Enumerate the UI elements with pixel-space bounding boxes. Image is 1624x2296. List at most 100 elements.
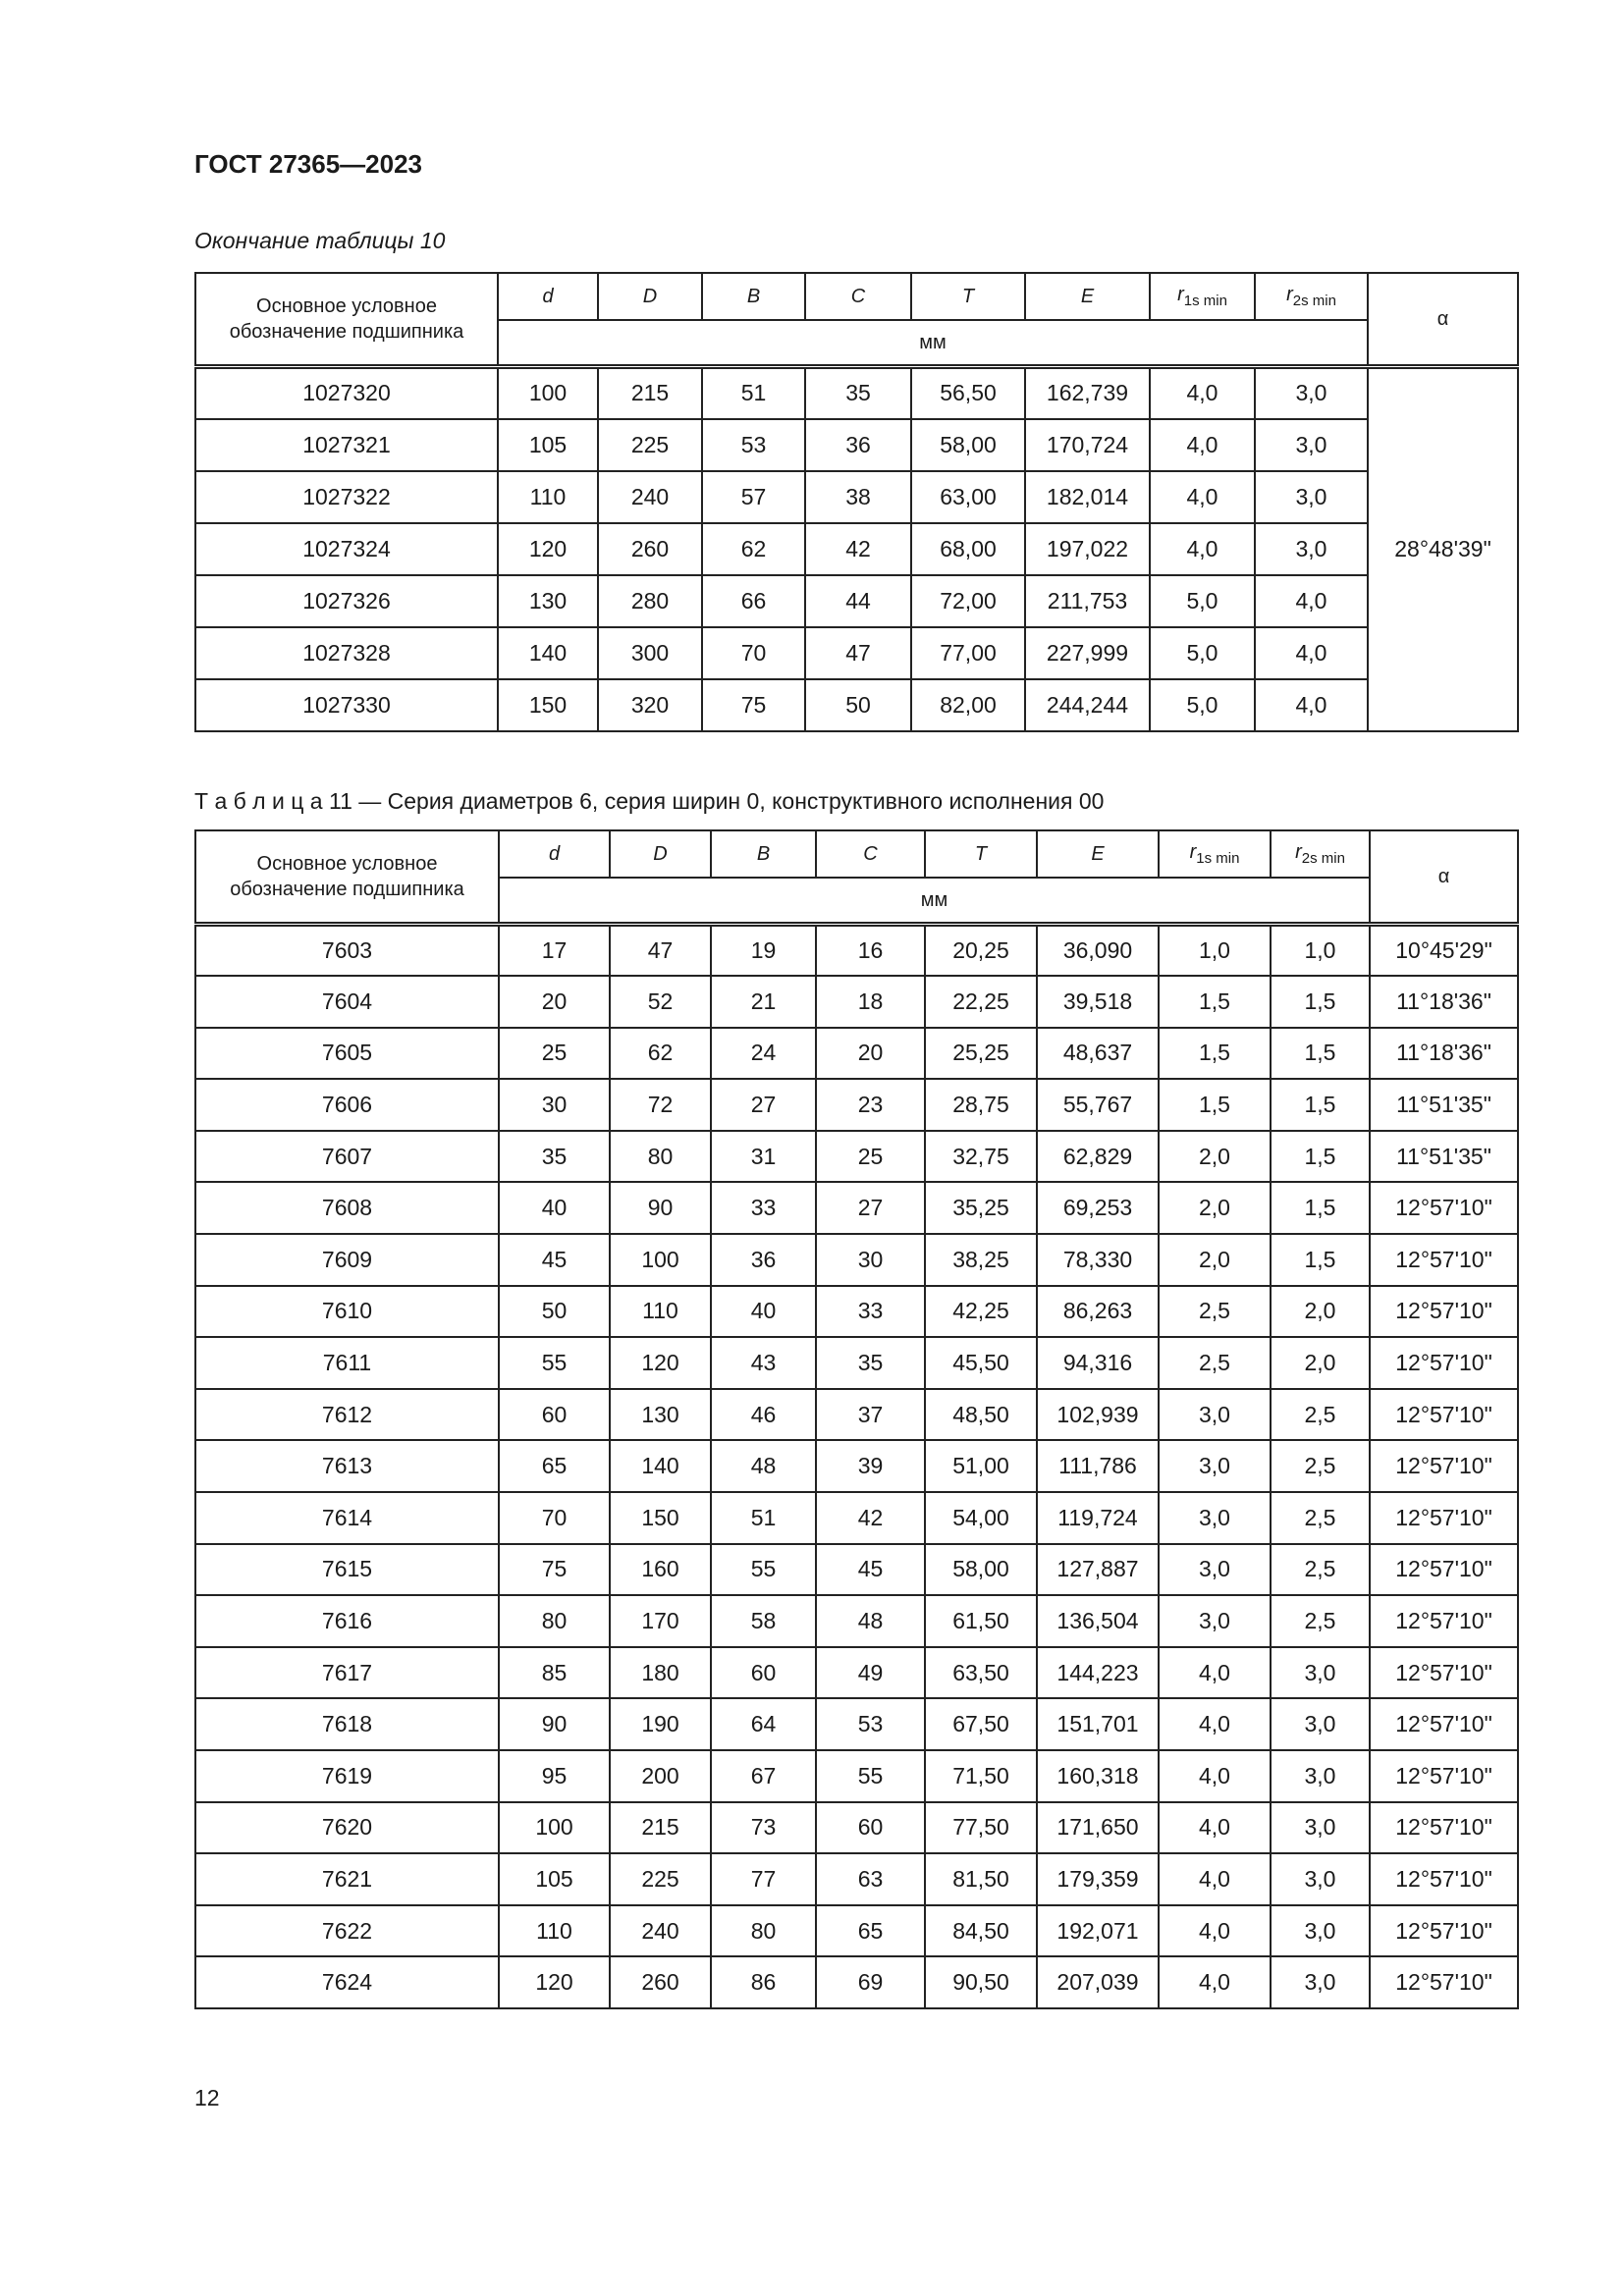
value-cell: 69: [815, 1955, 926, 2009]
value-cell: 20: [498, 975, 611, 1029]
value-cell: 55: [498, 1336, 611, 1390]
value-cell: 4,0: [1158, 1903, 1272, 1958]
designation-cell: 7607: [194, 1129, 500, 1184]
value-cell: 2,0: [1158, 1129, 1272, 1184]
value-cell: 69,253: [1036, 1181, 1160, 1236]
symbol-subscript: 1s min: [1183, 293, 1227, 309]
value-cell: 20,25: [924, 922, 1038, 978]
value-cell: 54,00: [924, 1491, 1038, 1545]
value-cell: 21: [710, 975, 817, 1029]
designation-cell: 7620: [194, 1800, 500, 1855]
value-cell: 102,939: [1036, 1387, 1160, 1442]
units-header: мм: [498, 877, 1371, 926]
value-cell: 45: [498, 1233, 611, 1287]
value-cell: 58,00: [910, 417, 1026, 472]
designation-cell: 7605: [194, 1026, 500, 1081]
value-cell: 19: [710, 922, 817, 978]
symbol: C: [850, 285, 866, 307]
symbol: d: [548, 842, 561, 865]
value-cell: 60: [498, 1387, 611, 1442]
value-cell: 63,50: [924, 1645, 1038, 1700]
value-cell: 75: [701, 677, 806, 732]
value-cell: 47: [804, 625, 912, 680]
value-cell: 1,0: [1270, 922, 1371, 978]
value-cell: 20: [815, 1026, 926, 1081]
value-cell: 94,316: [1036, 1336, 1160, 1390]
table-row: 7621 105 225 77 63 81,50 179,359 4,0 3,0 12°57'10…: [194, 1852, 1519, 1906]
value-cell: 50: [498, 1284, 611, 1339]
value-cell: 111,786: [1036, 1439, 1160, 1494]
symbol-subscript: 2s min: [1301, 850, 1345, 867]
table-row: 7605 25 62 24 20 25,25 48,637 1,5 1,5 11°18'36": [194, 1026, 1519, 1081]
value-cell: 78,330: [1036, 1233, 1160, 1287]
table-row: 7619 95 200 67 55 71,50 160,318 4,0 3,0 12°57'10": [194, 1749, 1519, 1803]
designation-cell: 7624: [194, 1955, 500, 2009]
value-cell: 3,0: [1270, 1645, 1371, 1700]
value-cell: 2,5: [1270, 1439, 1371, 1494]
value-cell: 1,5: [1270, 1233, 1371, 1287]
value-cell: 35: [815, 1336, 926, 1390]
value-cell: 12°57'10": [1369, 1800, 1519, 1855]
designation-cell: 7615: [194, 1542, 500, 1597]
value-cell: 73: [710, 1800, 817, 1855]
column-header-r-1: r1s min: [1158, 829, 1272, 879]
value-cell: 110: [497, 469, 599, 524]
value-cell: 38: [804, 469, 912, 524]
value-cell: 110: [498, 1903, 611, 1958]
table-row: 7620 100 215 73 60 77,50 171,650 4,0 3,0 12°57'10…: [194, 1800, 1519, 1855]
value-cell: 28,75: [924, 1078, 1038, 1132]
value-cell: 215: [609, 1800, 712, 1855]
value-cell: 44: [804, 573, 912, 628]
value-cell: 110: [609, 1284, 712, 1339]
designation-cell: 7616: [194, 1594, 500, 1648]
designation-cell: 1027326: [194, 573, 499, 628]
value-cell: 42: [804, 521, 912, 576]
value-cell: 2,0: [1270, 1336, 1371, 1390]
value-cell: 150: [497, 677, 599, 732]
value-cell: 200: [609, 1749, 712, 1803]
value-cell: 12°57'10": [1369, 1955, 1519, 2009]
value-cell: 225: [597, 417, 703, 472]
value-cell: 4,0: [1158, 1697, 1272, 1751]
table-row: 7617 85 180 60 49 63,50 144,223 4,0 3,0 12°57'10": [194, 1645, 1519, 1700]
value-cell: 45,50: [924, 1336, 1038, 1390]
value-cell: 85: [498, 1645, 611, 1700]
value-cell: 2,0: [1158, 1233, 1272, 1287]
value-cell: 3,0: [1270, 1749, 1371, 1803]
value-cell: 119,724: [1036, 1491, 1160, 1545]
designation-cell: 7612: [194, 1387, 500, 1442]
value-cell: 60: [815, 1800, 926, 1855]
value-cell: 12°57'10": [1369, 1491, 1519, 1545]
designation-cell: 1027324: [194, 521, 499, 576]
value-cell: 64: [710, 1697, 817, 1751]
value-cell: 61,50: [924, 1594, 1038, 1648]
table-row: 7616 80 170 58 48 61,50 136,504 3,0 2,5 12°57'10": [194, 1594, 1519, 1648]
value-cell: 58: [710, 1594, 817, 1648]
symbol: r: [1177, 284, 1184, 305]
value-cell: 36,090: [1036, 922, 1160, 978]
table-row: 1027328 140 300 70 47 77,00 227,999 5,0 4,0: [194, 625, 1518, 680]
value-cell: 3,0: [1158, 1387, 1272, 1442]
column-header-C: C: [804, 272, 912, 321]
document-header: ГОСТ 27365—2023: [194, 149, 422, 179]
value-cell: 225: [609, 1852, 712, 1906]
value-cell: 18: [815, 975, 926, 1029]
symbol: r: [1286, 284, 1293, 305]
value-cell: 65: [815, 1903, 926, 1958]
value-cell: 227,999: [1024, 625, 1151, 680]
value-cell: 12°57'10": [1369, 1181, 1519, 1236]
value-cell: 105: [498, 1852, 611, 1906]
value-cell: 2,0: [1270, 1284, 1371, 1339]
value-cell: 62: [701, 521, 806, 576]
symbol: D: [653, 842, 668, 865]
designation-cell: 7609: [194, 1233, 500, 1287]
designation-cell: 7622: [194, 1903, 500, 1958]
value-cell: 39,518: [1036, 975, 1160, 1029]
designation-cell: 7606: [194, 1078, 500, 1132]
value-cell: 51: [701, 364, 806, 420]
value-cell: 4,0: [1149, 469, 1256, 524]
table-row: 1027324 120 260 62 42 68,00 197,022 4,0 3,0: [194, 521, 1518, 576]
designation-cell: 7621: [194, 1852, 500, 1906]
table-row: 7618 90 190 64 53 67,50 151,701 4,0 3,0 12°57'10": [194, 1697, 1519, 1751]
value-cell: 55,767: [1036, 1078, 1160, 1132]
